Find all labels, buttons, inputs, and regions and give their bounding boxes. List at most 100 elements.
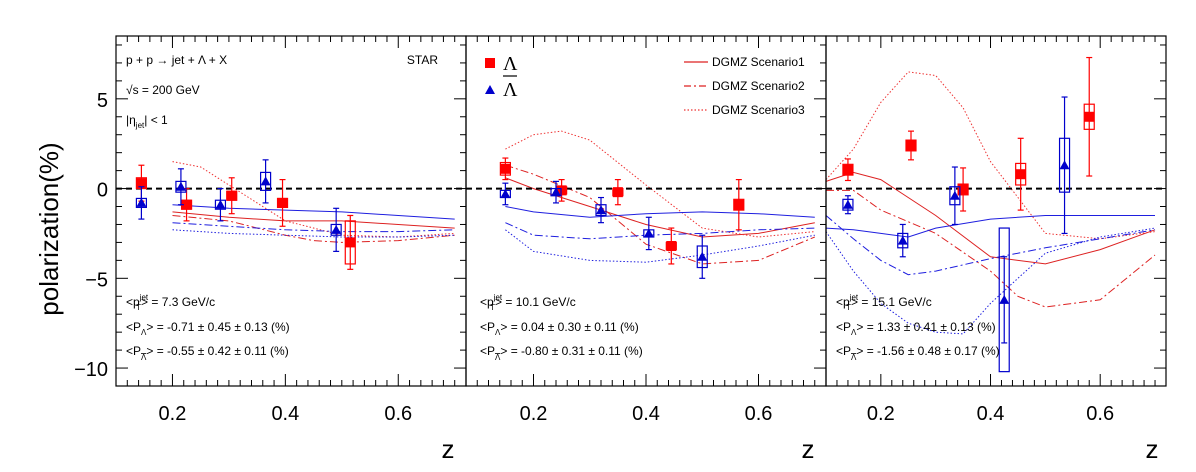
panel1-lambda-point-5 (345, 237, 356, 248)
panel3-lambdabar-point-4-syserr-box (998, 227, 1010, 373)
panel2-lambdabar-point-5-syserr-box (696, 245, 708, 269)
panel3-lambda-point-2 (906, 140, 916, 151)
panel1-xtick-label: 0.6 (384, 403, 412, 425)
model-curves (172, 71, 1156, 335)
panel1-lambda-point-1 (136, 178, 147, 189)
sqrts-label: √s = 200 GeV (126, 83, 200, 97)
panel3-lambdabar-point-3-syserr-box (949, 186, 961, 206)
panel1-curve-s1 (172, 211, 455, 229)
data-points (135, 56, 1095, 373)
panel3-curve-sb3 (825, 227, 1156, 335)
panel2-lambdabar-point-1 (500, 188, 511, 198)
panel1-lambda-point-4 (277, 197, 288, 208)
legend: Λ Λ DGMZ Scenario1 DGMZ Scenario2 DGMZ S… (485, 53, 805, 117)
panel3-frame (825, 35, 1167, 387)
panel2-curve-sb3 (505, 229, 815, 263)
panel2-xtick-label: 0.6 (745, 403, 773, 425)
ytick-label: 0 (97, 180, 108, 202)
panel2-curve-sb1 (505, 206, 815, 218)
panel1-lambdabar-point-5 (331, 224, 342, 234)
panel2-curve-sb2 (505, 222, 815, 240)
panel1-curve-sb3 (172, 229, 455, 238)
panel3-curve-s3 (825, 71, 1156, 240)
panel2-plambda-stat: <PΛ> = 0.04 ± 0.30 ± 0.11 (%) (480, 320, 639, 337)
panel2-plambdabar-stat: <PΛ> = -0.80 ± 0.31 ± 0.11 (%) (480, 344, 643, 362)
legend-lambda-marker (485, 58, 495, 68)
panel3-lambdabar-point-2-syserr-box (897, 232, 909, 249)
panel2-lambdabar-point-4 (643, 228, 654, 238)
panel2-curve-s1 (505, 177, 815, 238)
panel2-xtick-label: 0.2 (520, 403, 548, 425)
panel3-plambda-stat: <PΛ> = 1.33 ± 0.41 ± 0.13 (%) (836, 320, 996, 337)
x-axis-label-panel2: z (802, 434, 815, 464)
panel2-lambdabar-point-2 (551, 187, 561, 197)
panel1-lambdabar-point-2 (175, 181, 186, 191)
panel2-lambdabar-point-3-syserr-box (595, 204, 607, 217)
ytick-label: −10 (74, 359, 108, 381)
panel1-lambdabar-point-4 (260, 176, 271, 186)
panel1-lambda-point-2 (181, 199, 192, 210)
legend-lambda-label: Λ (503, 53, 518, 75)
panel3-curve-s2 (826, 189, 1156, 308)
panel1-lambdabar-point-2-syserr-box (175, 180, 187, 193)
panel2-curve-s3 (505, 130, 815, 238)
panel2-lambdabar-point-5 (697, 251, 708, 261)
panel1-lambdabar-point-3 (215, 199, 226, 209)
ytick-label: −5 (85, 269, 108, 291)
panel3-lambda-point-3 (958, 184, 969, 195)
panel1-lambdabar-point-5-syserr-box (330, 223, 342, 236)
panel1-pt-stat: <pjet T> = 7.3 GeV/c (126, 293, 215, 312)
panel3-xtick-label: 0.6 (1086, 403, 1114, 425)
panel1-lambdabar-point-4-syserr-box (259, 171, 272, 191)
panel1-plambdabar-stat: <PΛ> = -0.55 ± 0.42 ± 0.11 (%) (126, 344, 289, 362)
legend-lambdabar-marker (485, 85, 495, 94)
panel3-xtick-label: 0.4 (977, 403, 1005, 425)
panel1-lambdabar-point-1 (136, 197, 147, 207)
star-label: STAR (407, 53, 438, 67)
legend-s3-label: DGMZ Scenario3 (712, 103, 805, 117)
panel2-curve-s2 (505, 164, 815, 265)
panel3-lambdabar-point-2 (897, 235, 908, 245)
panel3-lambda-point-4 (1015, 169, 1026, 180)
panel3-lambda-point-5 (1084, 111, 1095, 122)
panel2-pt-stat: <pjet T> = 10.1 GeV/c (480, 293, 576, 312)
panel1-curve-sb2 (172, 222, 455, 233)
panel2-lambda-point-4 (666, 241, 677, 251)
panel2-xtick-label: 0.4 (632, 403, 660, 425)
panel3-curve-s1 (825, 171, 1156, 265)
panel3-lambdabar-point-4 (999, 294, 1010, 304)
panel1-curve-sb1 (172, 204, 455, 220)
ytick-label: 5 (97, 90, 108, 112)
panel3-xtick-label: 0.2 (867, 403, 895, 425)
panel3-lambdabar-point-5-syserr-box (1058, 137, 1071, 193)
legend-lambdabar-label: Λ (503, 79, 518, 101)
x-axis-label-panel3: z (1146, 434, 1159, 464)
y-axis-label: polarization(%) (34, 142, 64, 315)
panel3-curve-sb2 (825, 215, 1156, 276)
panel3-lambdabar-point-3 (949, 190, 960, 200)
eta-label: |ηjet| < 1 (126, 113, 168, 130)
panel3-curve-sb1 (825, 215, 1155, 238)
panel2-lambda-point-5 (733, 199, 744, 210)
panel1-curve-s2 (172, 215, 455, 243)
panel1-plambda-stat: <PΛ> = -0.71 ± 0.45 ± 0.13 (%) (126, 320, 290, 337)
panel1-xtick-label: 0.2 (159, 403, 187, 425)
panel3-lambdabar-point-1-syserr-box (842, 198, 854, 211)
panel2-lambda-point-2 (556, 185, 567, 196)
panel2-lambda-point-1 (500, 163, 511, 174)
panel1-lambda-point-3 (226, 190, 237, 201)
panel3-lambda-point-1 (842, 164, 853, 175)
panel2-lambda-point-3 (612, 187, 623, 198)
legend-s2-label: DGMZ Scenario2 (712, 79, 805, 93)
panel1-xtick-label: 0.4 (271, 403, 299, 425)
panel1-curve-s3 (172, 161, 455, 238)
axis-ticks: 0.2 0.4 0.6 0.2 0.4 0.6 0.2 0.4 0.6 5 0 −5 −10 (74, 36, 1166, 425)
panel3-lambdabar-point-1 (842, 199, 853, 209)
panel2-lambdabar-point-3 (596, 205, 606, 215)
panel3-lambdabar-point-5 (1059, 160, 1070, 170)
x-axis-label-panel1: z (442, 434, 455, 464)
panel3-pt-stat: <pjet T> = 15.1 GeV/c (836, 293, 932, 312)
panel3-plambdabar-stat: <PΛ> = -1.56 ± 0.48 ± 0.17 (%) (836, 344, 1000, 362)
reaction-label: p + p → jet + Λ + X (126, 53, 227, 67)
